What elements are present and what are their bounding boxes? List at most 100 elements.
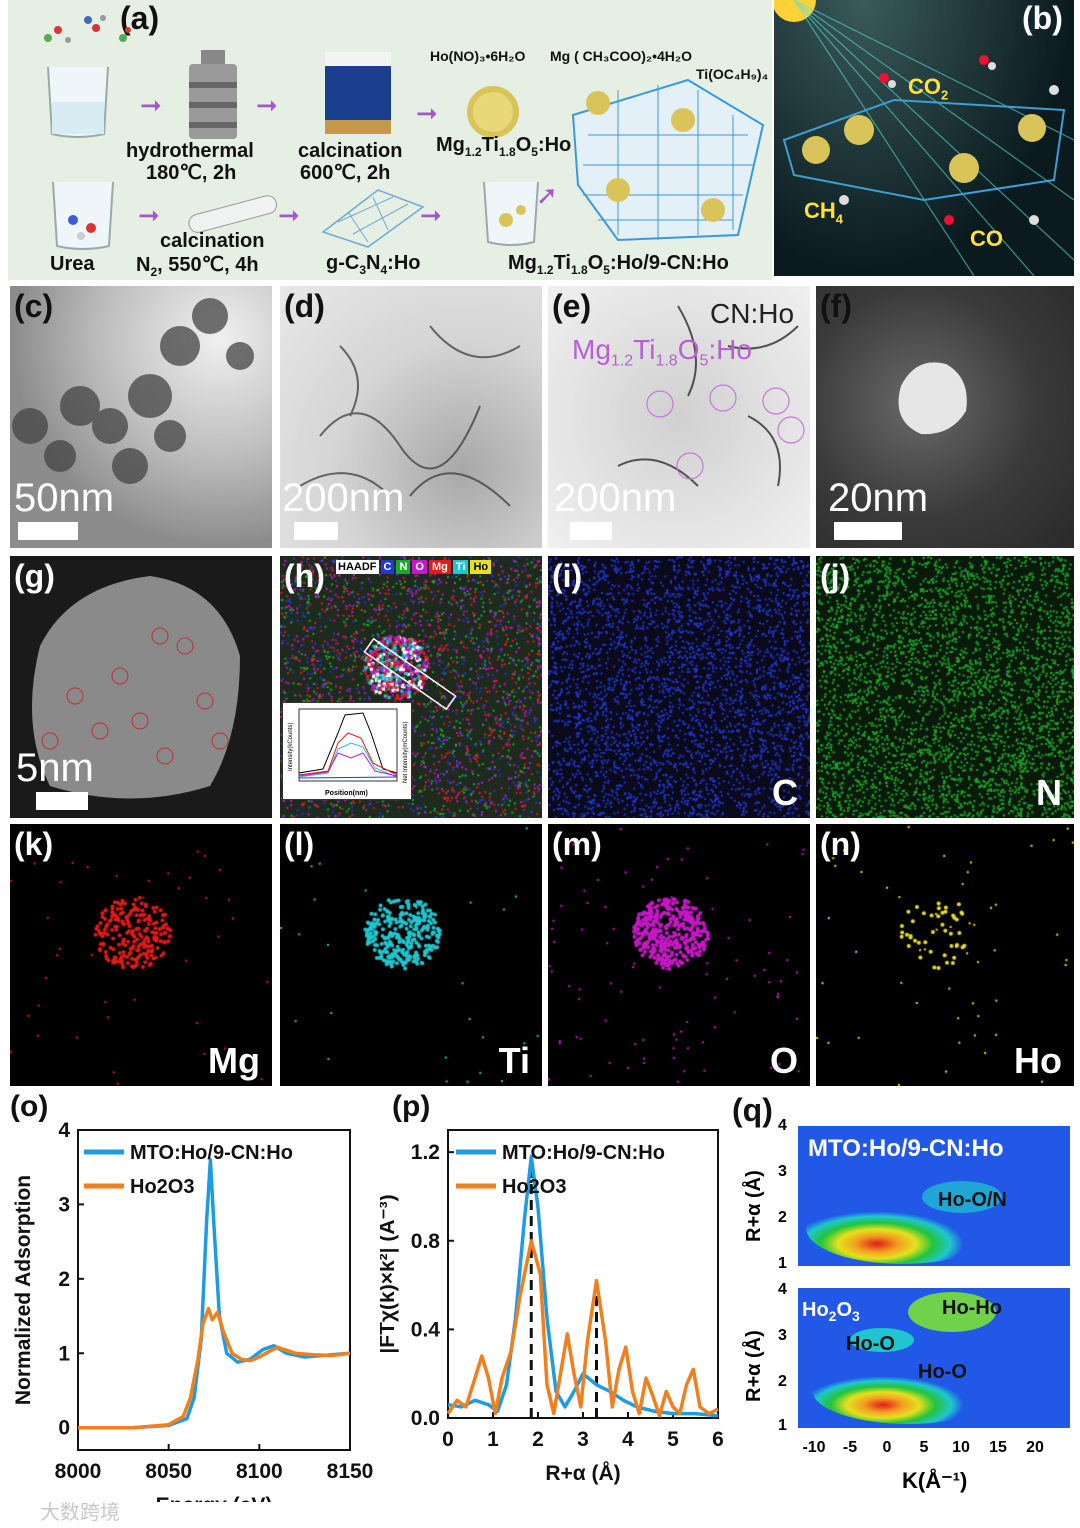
- arrow-1: ➞: [140, 90, 162, 120]
- eds-map-mg: [10, 824, 272, 1086]
- panel-label-c: (c): [14, 288, 54, 324]
- molecule-icons: [44, 15, 131, 43]
- panel-label-d: (d): [284, 288, 325, 324]
- calcination-label-2: calcination: [160, 230, 265, 252]
- watermark: 大数跨境: [40, 1502, 120, 1524]
- element-label-ti: Ti: [498, 1040, 530, 1081]
- y-tick-label: 0.8: [411, 1230, 441, 1253]
- wt-bot-label-3: Ho-O: [918, 1361, 967, 1383]
- wt-top-title: MTO:Ho/9-CN:Ho: [808, 1135, 1004, 1162]
- panel-b: (b) CO2 CH4 CO: [774, 0, 1074, 276]
- panel-label-h: (h): [284, 558, 325, 594]
- y-tick-label: 0.4: [411, 1318, 441, 1341]
- wt-xtick-1: -10: [802, 1439, 825, 1456]
- legend-c: C: [380, 560, 395, 574]
- panel-k: (k) Mg: [10, 824, 272, 1086]
- gc3n4-sheet-icon: [321, 189, 425, 248]
- legend-o: O: [412, 560, 427, 574]
- arrow-2: ➞: [256, 90, 278, 120]
- panel-g: (g) 5nm: [10, 556, 272, 818]
- wt-xtick-4: 5: [920, 1439, 929, 1456]
- chart-ft-exafs: (p) 0 1 2 3 4 5 6 0.0 0.4 0.8 1.2 R+α (Å) |FTχ(k)×k²|…: [380, 1092, 724, 1485]
- panel-j: (j) N: [816, 556, 1074, 818]
- legend-ho: Ho: [470, 560, 492, 574]
- eds-map-o: [548, 824, 810, 1086]
- panel-d: (d) 200nm: [280, 286, 542, 548]
- x-tick-label: 5: [667, 1428, 679, 1451]
- element-label-n: N: [1036, 772, 1062, 813]
- wt-ytick-top-1: 1: [778, 1255, 787, 1272]
- wt-ytick-bot-2: 2: [778, 1373, 787, 1390]
- ch4-label: CH4: [804, 198, 844, 227]
- wt-ytick-bot-4: 4: [778, 1281, 787, 1298]
- panel-i: (i) C: [548, 556, 810, 818]
- wt-bot-label-2: Ho-O: [846, 1333, 895, 1355]
- x-tick-label: 8000: [55, 1460, 102, 1483]
- legend-label: Ho2O3: [130, 1176, 194, 1198]
- wt-ylabel-top: R+α (Å): [741, 1170, 765, 1242]
- co2-label: CO2: [908, 74, 949, 103]
- tube-icon: [188, 195, 278, 233]
- eds-map-ti: [280, 824, 542, 1086]
- x-tick-label: 2: [532, 1428, 544, 1451]
- scale-text-c: 50nm: [14, 476, 115, 520]
- inset-ylabel2: Net Intensity(mCounts): [403, 722, 409, 783]
- wt-top-sub: [922, 1181, 1002, 1213]
- x-tick-label: 4: [622, 1428, 634, 1451]
- line-scan-box: [363, 637, 457, 711]
- scale-bar-d: [294, 522, 338, 540]
- panel-h: (h) HAADF C N O Mg Ti Ho Position(nm) In…: [280, 556, 542, 818]
- panel-label-f: (f): [820, 288, 852, 324]
- wt-bot-peak3: [850, 1328, 914, 1352]
- wt-top-peak-label: Ho-O/N: [938, 1189, 1007, 1211]
- reagent-2: Mg ( CH₃COO)₂•4H₂O: [550, 48, 693, 64]
- y-axis-label: |FTχ(k)×k²| (Å⁻³): [380, 1194, 399, 1353]
- legend-ti: Ti: [452, 560, 469, 574]
- legend-label: Ho2O3: [502, 1176, 566, 1198]
- legend-label: MTO:Ho/9-CN:Ho: [502, 1142, 665, 1164]
- composite-sheet-icon: [571, 78, 765, 242]
- legend-haadf: HAADF: [336, 560, 379, 574]
- y-tick-label: 2: [58, 1268, 70, 1291]
- panel-m: (m) O: [548, 824, 810, 1086]
- panel-label-q: (q): [732, 1092, 773, 1128]
- x-tick-label: 0: [442, 1428, 454, 1451]
- panel-e: (e) CN:Ho Mg1.2Ti1.8O5:Ho 200nm: [548, 286, 810, 548]
- tem-particles: [12, 298, 254, 484]
- inset-ylabel: Intensity(kCounts): [288, 723, 294, 771]
- element-label-c: C: [772, 772, 798, 813]
- wt-ylabel-bot: R+α (Å): [741, 1330, 765, 1402]
- wt-bot-peak2: [908, 1292, 996, 1332]
- line-scan-inset: Position(nm) Intensity(kCounts) Net Inte…: [282, 702, 412, 800]
- panel-label-m: (m): [552, 826, 602, 862]
- scale-bar-e: [570, 522, 612, 540]
- panel-c: (c) 50nm: [10, 286, 272, 548]
- hydrothermal-cond: 180℃, 2h: [146, 162, 237, 184]
- scale-text-f: 20nm: [828, 476, 929, 520]
- haadf-particle: [898, 362, 967, 435]
- panel-label-l: (l): [284, 826, 315, 862]
- product-1: Mg1.2Ti1.8O5:Ho: [436, 134, 572, 159]
- scale-text-e: 200nm: [554, 476, 677, 520]
- product-2: g-C3N4:Ho: [326, 252, 421, 277]
- x-axis-label: Energy (eV): [156, 1494, 273, 1502]
- beaker-mix: [483, 181, 539, 246]
- element-label-mg: Mg: [208, 1040, 260, 1081]
- scale-bar-f: [834, 522, 902, 540]
- calcination-cond-1: 600℃, 2h: [300, 162, 391, 184]
- series-line-ho2o3: [446, 1239, 719, 1418]
- beaker-bottom: [52, 181, 114, 250]
- x-axis-label: R+α (Å): [545, 1461, 620, 1485]
- mto-label: Mg1.2Ti1.8O5:Ho: [572, 334, 752, 370]
- reagent-1: Ho(NO)₃•6H₂O: [430, 48, 526, 64]
- eds-legend: HAADF C N O Mg Ti Ho: [336, 560, 492, 574]
- wt-xlabel: K(Å⁻¹): [902, 1467, 967, 1493]
- panel-l: (l) Ti: [280, 824, 542, 1086]
- hydrothermal-label: hydrothermal: [126, 140, 254, 162]
- inset-xlabel: Position(nm): [325, 790, 368, 797]
- panel-a: (a) Urea ➞ hydrothermal 180℃, 2h ➞ calci…: [8, 0, 772, 280]
- calcination-label-1: calcination: [298, 140, 403, 162]
- reagent-3: Ti(OC₄H₉)₄: [696, 66, 769, 82]
- cn-ho-label: CN:Ho: [710, 298, 795, 329]
- y-tick-label: 4: [58, 1119, 70, 1142]
